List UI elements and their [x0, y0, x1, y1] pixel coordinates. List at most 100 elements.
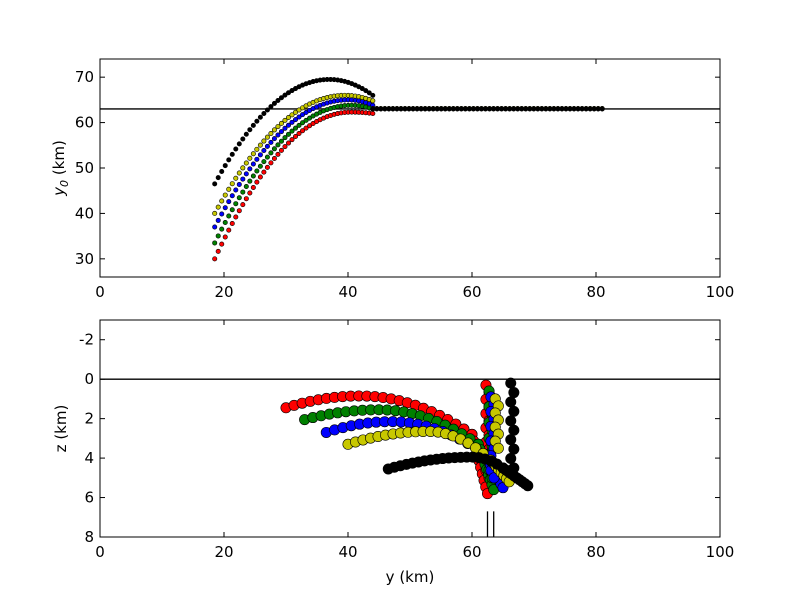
data-point-series-1: [236, 195, 242, 201]
data-point-column-4: [508, 443, 520, 455]
data-point-series-4: [275, 97, 281, 103]
data-point-series-3: [261, 138, 267, 144]
data-point-series-1: [268, 150, 274, 156]
data-point-series-3: [243, 160, 249, 166]
data-point-series-2: [282, 125, 288, 131]
data-point-column-4: [508, 424, 520, 436]
data-point-series-2: [275, 132, 281, 138]
data-point-series-0: [222, 234, 228, 240]
data-point-series-3: [240, 165, 246, 171]
data-point-series-0: [257, 174, 263, 180]
data-point-series-4: [250, 122, 256, 128]
data-point-series-3: [233, 175, 239, 181]
x-tick-label: 80: [586, 543, 605, 561]
data-point-series-1: [254, 168, 260, 174]
data-point-series-2: [226, 199, 232, 205]
data-point-series-4: [264, 107, 270, 113]
data-point-series-2: [271, 136, 277, 142]
data-point-series-1: [293, 125, 299, 131]
data-point-series-1: [243, 184, 249, 190]
data-point-series-1: [282, 135, 288, 141]
data-point-series-4: [366, 90, 372, 96]
data-point-series-4: [229, 151, 235, 157]
data-point-series-4: [363, 88, 369, 94]
data-point-series-3: [247, 155, 253, 161]
data-point-series-2: [229, 193, 235, 199]
data-point-series-3: [271, 127, 277, 133]
bottom-panel: 0 20 40 60 80 100 -2 0 2 4 6 8 z (km) y (km): [52, 319, 734, 586]
data-point-drop-4: [522, 480, 534, 492]
data-point-series-1: [226, 213, 232, 219]
data-point-series-4: [240, 136, 246, 142]
data-point-series-0: [250, 184, 256, 190]
data-point-series-0: [300, 128, 306, 134]
x-tick-label: 20: [214, 283, 233, 301]
data-point-series-4: [215, 175, 221, 181]
data-point-series-0: [285, 140, 291, 146]
data-point-series-3: [264, 134, 270, 140]
x-tick-label: 40: [338, 543, 357, 561]
data-point-series-1: [285, 131, 291, 137]
x-axis-label: y (km): [386, 568, 435, 586]
plot-frame: [99, 319, 721, 538]
data-point-series-1: [275, 142, 281, 148]
data-point-series-4: [370, 92, 376, 98]
data-point-series-4: [236, 141, 242, 147]
y-axis-label: y0 (km): [50, 140, 71, 197]
data-point-series-1: [222, 219, 228, 225]
x-tick-label: 20: [214, 543, 233, 561]
data-point-column-4: [505, 434, 517, 446]
data-point-series-1: [212, 240, 218, 246]
data-point-series-4: [271, 100, 277, 106]
data-point-series-4: [261, 111, 267, 117]
data-point-series-0: [215, 248, 221, 254]
data-point-flat-1: [599, 106, 605, 112]
data-point-series-0: [233, 214, 239, 220]
data-point-series-3: [236, 170, 242, 176]
data-point-series-3: [289, 112, 295, 118]
plot-frame: [99, 58, 721, 278]
data-point-series-2: [243, 171, 249, 177]
data-point-series-1: [261, 159, 267, 165]
data-point-series-1: [303, 117, 309, 123]
data-point-series-4: [226, 157, 232, 163]
data-point-series-2: [240, 176, 246, 182]
data-point-series-0: [268, 160, 274, 166]
data-point-series-3: [254, 146, 260, 152]
data-point-series-4: [285, 90, 291, 96]
data-point-series-0: [293, 134, 299, 140]
data-point-series-0: [296, 131, 302, 137]
data-point-series-0: [219, 241, 225, 247]
data-point-series-1: [233, 201, 239, 207]
data-point-series-1: [289, 128, 295, 134]
y-tick-label: 40: [75, 204, 94, 222]
data-point-series-1: [300, 120, 306, 126]
data-point-column-4: [505, 396, 517, 408]
data-point-series-1: [247, 178, 253, 184]
y-tick-label: 30: [75, 250, 94, 268]
data-point-series-3: [226, 186, 232, 192]
data-point-series-0: [254, 179, 260, 185]
data-point-column-4: [505, 377, 517, 389]
data-point-series-1: [296, 122, 302, 128]
data-point-series-3: [250, 151, 256, 157]
data-point-series-0: [278, 147, 284, 153]
data-point-series-3: [296, 107, 302, 113]
x-tick-label: 100: [706, 283, 735, 301]
data-point-series-4: [257, 114, 263, 120]
data-point-series-3: [370, 98, 376, 104]
data-point-series-1: [229, 207, 235, 213]
data-point-series-0: [275, 151, 281, 157]
y-tick-label: 6: [84, 489, 94, 507]
data-point-series-0: [226, 227, 232, 233]
data-point-series-1: [264, 154, 270, 160]
data-point-series-4: [212, 181, 218, 187]
data-point-series-0: [307, 123, 313, 129]
data-point-series-2: [215, 217, 221, 223]
data-point-series-0: [240, 202, 246, 208]
data-point-series-3: [222, 192, 228, 198]
data-point-series-1: [278, 138, 284, 144]
data-point-series-1: [219, 226, 225, 232]
data-point-series-2: [285, 122, 291, 128]
